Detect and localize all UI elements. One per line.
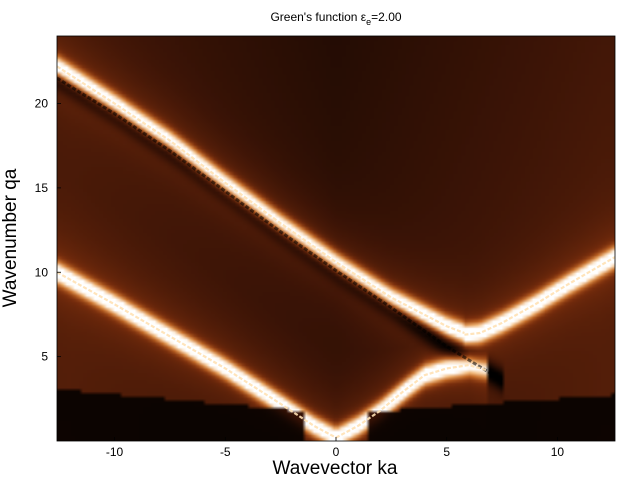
- dark-dispersion-line: [57, 76, 503, 382]
- y-tick-label: 5: [41, 350, 48, 364]
- x-tick-label: 5: [443, 445, 450, 459]
- curve-layer: [57, 65, 615, 439]
- bright-dispersion-line: [464, 256, 615, 336]
- bright-dispersion-line: [57, 271, 337, 439]
- y-tick-label: 20: [35, 97, 49, 111]
- x-axis-ticks: -10 -5 0 5 10: [106, 437, 565, 459]
- heatmap-image: [57, 36, 615, 441]
- y-axis-label: Wavenumber qa: [0, 168, 21, 307]
- y-tick-label: 10: [35, 265, 49, 279]
- x-tick-label: 0: [333, 445, 340, 459]
- x-tick-label: -5: [220, 445, 231, 459]
- bright-dispersion-line: [57, 65, 465, 335]
- y-tick-label: 15: [35, 181, 49, 195]
- x-tick-label: 10: [551, 445, 565, 459]
- chart-title: Green's function εe=2.00: [270, 10, 401, 27]
- y-axis-ticks: 5 10 15 20: [35, 97, 61, 364]
- bright-dispersion-line: [335, 363, 487, 439]
- x-tick-label: -10: [106, 445, 124, 459]
- x-axis-label: Wavevector ka: [273, 458, 398, 479]
